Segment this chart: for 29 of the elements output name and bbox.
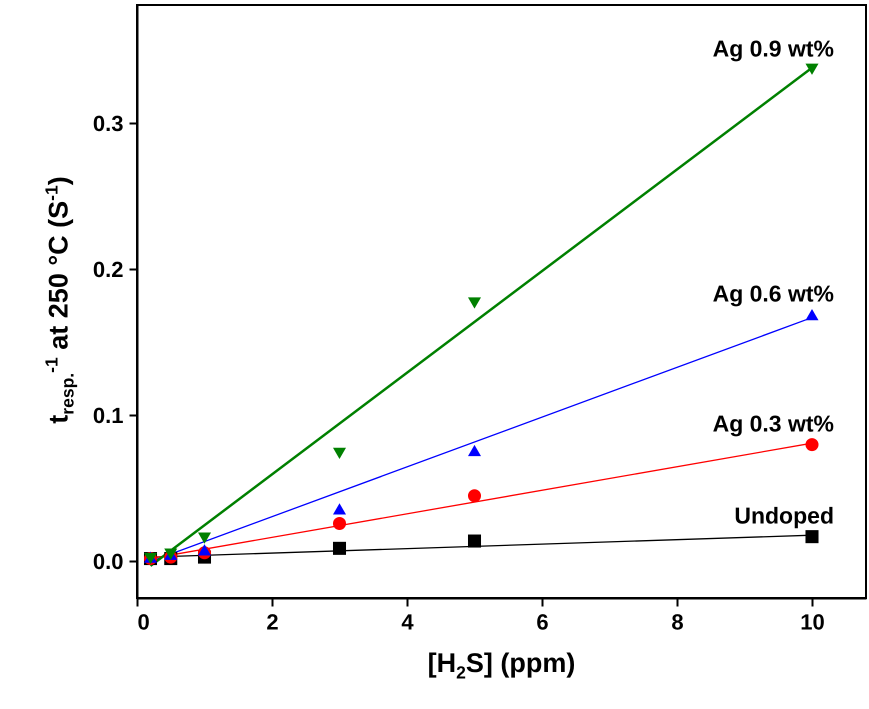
x-tick-label: 4 <box>401 610 414 634</box>
point <box>805 438 819 452</box>
point <box>332 448 346 460</box>
point <box>332 503 346 515</box>
x-tick-label: 2 <box>266 610 279 634</box>
x-axis-title: [H$_{2}$S] (ppm) <box>426 648 576 684</box>
y-tick-label: 0.3 <box>92 110 124 136</box>
point <box>805 530 819 544</box>
y-tick-label: 0.1 <box>92 402 124 428</box>
point <box>805 309 819 320</box>
y-tick-label: 0.2 <box>92 256 124 282</box>
x-tick-label: 0 <box>138 610 150 634</box>
point <box>468 489 482 502</box>
point <box>332 542 346 555</box>
point <box>198 532 212 544</box>
point <box>468 444 482 456</box>
series-label: Ag 0.3 wt% <box>712 410 834 437</box>
x-tick-label: 8 <box>671 610 684 634</box>
point <box>468 297 482 309</box>
x-tick-label: 10 <box>800 610 825 634</box>
point <box>805 64 819 75</box>
series-label: Ag 0.9 wt% <box>712 35 834 62</box>
series-label: Ag 0.6 wt% <box>712 280 834 307</box>
point <box>332 517 346 530</box>
point <box>468 534 482 548</box>
point <box>198 544 212 556</box>
y-tick-label: 0.0 <box>92 548 124 574</box>
x-tick-label: 6 <box>536 610 549 634</box>
series-label: Undoped <box>734 502 834 529</box>
